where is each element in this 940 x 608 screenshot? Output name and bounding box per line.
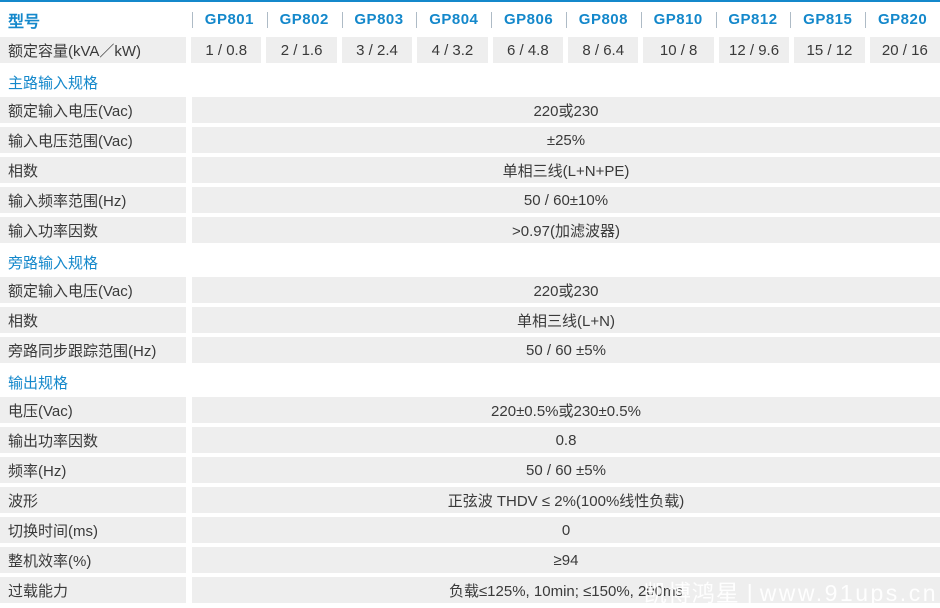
spec-row: 频率(Hz) 50 / 60 ±5% bbox=[0, 457, 940, 483]
model-name: GP815 bbox=[803, 11, 853, 28]
row-value: ≥94 bbox=[192, 547, 940, 573]
spec-row: 电压(Vac) 220±0.5%或230±0.5% bbox=[0, 397, 940, 423]
row-value: 50 / 60 ±5% bbox=[192, 337, 940, 363]
capacity-value: 6 / 4.8 bbox=[492, 37, 564, 63]
row-label: 额定输入电压(Vac) bbox=[0, 277, 186, 303]
row-label: 额定容量(kVA／kW) bbox=[0, 37, 186, 63]
model-header-label: 型号 bbox=[8, 13, 41, 31]
column-separator bbox=[416, 11, 418, 28]
row-label: 电压(Vac) bbox=[0, 397, 186, 423]
section-title-main-input: 主路输入规格 bbox=[8, 74, 99, 92]
row-label: 过载能力 bbox=[0, 577, 186, 603]
model-name: GP812 bbox=[728, 11, 778, 28]
row-label: 旁路同步跟踪范围(Hz) bbox=[0, 337, 186, 363]
column-separator bbox=[266, 11, 268, 28]
spec-row: 输出功率因数 0.8 bbox=[0, 427, 940, 453]
column-separator bbox=[715, 11, 717, 28]
spec-row: 整机效率(%) ≥94 bbox=[0, 547, 940, 573]
top-accent-line bbox=[0, 0, 940, 2]
model-column: GP810 bbox=[640, 11, 716, 28]
model-name: GP803 bbox=[354, 11, 404, 28]
row-value: 正弦波 THDV ≤ 2%(100%线性负载) bbox=[192, 487, 940, 513]
row-value: ±25% bbox=[192, 127, 940, 153]
spec-row: 输入频率范围(Hz) 50 / 60±10% bbox=[0, 187, 940, 213]
capacity-value: 8 / 6.4 bbox=[568, 37, 639, 63]
model-column: GP803 bbox=[341, 11, 417, 28]
capacity-row: 额定容量(kVA／kW) 1 / 0.8 2 / 1.6 3 / 2.4 4 /… bbox=[0, 37, 940, 63]
model-header-row: 型号 GP801 GP802 GP803 GP804 GP806 GP808 G… bbox=[0, 2, 940, 37]
row-label: 相数 bbox=[0, 157, 186, 183]
capacity-value: 10 / 8 bbox=[643, 37, 714, 63]
row-value: 50 / 60 ±5% bbox=[192, 457, 940, 483]
row-value: 220±0.5%或230±0.5% bbox=[192, 397, 940, 423]
spec-row: 切换时间(ms) 0 bbox=[0, 517, 940, 543]
spec-row: 相数 单相三线(L+N+PE) bbox=[0, 157, 940, 183]
row-label: 波形 bbox=[0, 487, 186, 513]
row-label: 整机效率(%) bbox=[0, 547, 186, 573]
row-value: 单相三线(L+N+PE) bbox=[192, 157, 940, 183]
row-label: 输出功率因数 bbox=[0, 427, 186, 453]
column-separator bbox=[865, 11, 867, 28]
model-column: GP808 bbox=[565, 11, 641, 28]
model-name: GP810 bbox=[653, 11, 703, 28]
model-name: GP806 bbox=[503, 11, 554, 28]
spec-row: 过载能力 负载≤125%, 10min; ≤150%, 200ms bbox=[0, 577, 940, 603]
column-separator bbox=[790, 11, 792, 28]
row-value: 0.8 bbox=[192, 427, 940, 453]
row-value: 50 / 60±10% bbox=[192, 187, 940, 213]
row-value: 单相三线(L+N) bbox=[192, 307, 940, 333]
model-column: GP815 bbox=[790, 11, 865, 28]
spec-row: 额定输入电压(Vac) 220或230 bbox=[0, 277, 940, 303]
row-value: 负载≤125%, 10min; ≤150%, 200ms bbox=[192, 577, 940, 603]
capacity-value: 20 / 16 bbox=[869, 37, 940, 63]
column-separator bbox=[491, 11, 493, 28]
spec-row: 额定输入电压(Vac) 220或230 bbox=[0, 97, 940, 123]
capacity-value: 4 / 3.2 bbox=[417, 37, 488, 63]
capacity-value: 2 / 1.6 bbox=[266, 37, 337, 63]
model-name: GP808 bbox=[578, 11, 628, 28]
spec-row: 输入电压范围(Vac) ±25% bbox=[0, 127, 940, 153]
row-label: 相数 bbox=[0, 307, 186, 333]
model-name: GP804 bbox=[429, 11, 479, 28]
spec-row: 相数 单相三线(L+N) bbox=[0, 307, 940, 333]
capacity-value: 1 / 0.8 bbox=[191, 37, 262, 63]
model-column: GP804 bbox=[416, 11, 491, 28]
capacity-value: 12 / 9.6 bbox=[718, 37, 790, 63]
spec-row: 输入功率因数 >0.97(加滤波器) bbox=[0, 217, 940, 243]
model-column: GP801 bbox=[192, 11, 267, 28]
row-value: 220或230 bbox=[192, 97, 940, 123]
row-value: >0.97(加滤波器) bbox=[192, 217, 940, 243]
model-name: GP802 bbox=[279, 11, 329, 28]
row-value: 0 bbox=[192, 517, 940, 543]
row-label: 频率(Hz) bbox=[0, 457, 186, 483]
model-column: GP820 bbox=[865, 11, 940, 28]
capacity-value: 3 / 2.4 bbox=[341, 37, 413, 63]
model-column: GP806 bbox=[491, 11, 566, 28]
column-separator bbox=[565, 11, 567, 28]
model-column: GP812 bbox=[715, 11, 791, 28]
column-separator bbox=[192, 11, 193, 28]
row-label: 输入频率范围(Hz) bbox=[0, 187, 186, 213]
column-separator bbox=[341, 11, 343, 28]
model-column: GP802 bbox=[266, 11, 342, 28]
model-name: GP820 bbox=[877, 11, 928, 28]
row-label: 输入电压范围(Vac) bbox=[0, 127, 186, 153]
spec-row: 波形 正弦波 THDV ≤ 2%(100%线性负载) bbox=[0, 487, 940, 513]
row-label: 额定输入电压(Vac) bbox=[0, 97, 186, 123]
section-title-bypass-input: 旁路输入规格 bbox=[8, 254, 99, 272]
model-name: GP801 bbox=[204, 11, 254, 28]
column-separator bbox=[640, 11, 642, 28]
spec-row: 旁路同步跟踪范围(Hz) 50 / 60 ±5% bbox=[0, 337, 940, 363]
row-label: 输入功率因数 bbox=[0, 217, 186, 243]
section-title-output: 输出规格 bbox=[8, 374, 69, 392]
row-value: 220或230 bbox=[192, 277, 940, 303]
capacity-value: 15 / 12 bbox=[794, 37, 865, 63]
row-label: 切换时间(ms) bbox=[0, 517, 186, 543]
